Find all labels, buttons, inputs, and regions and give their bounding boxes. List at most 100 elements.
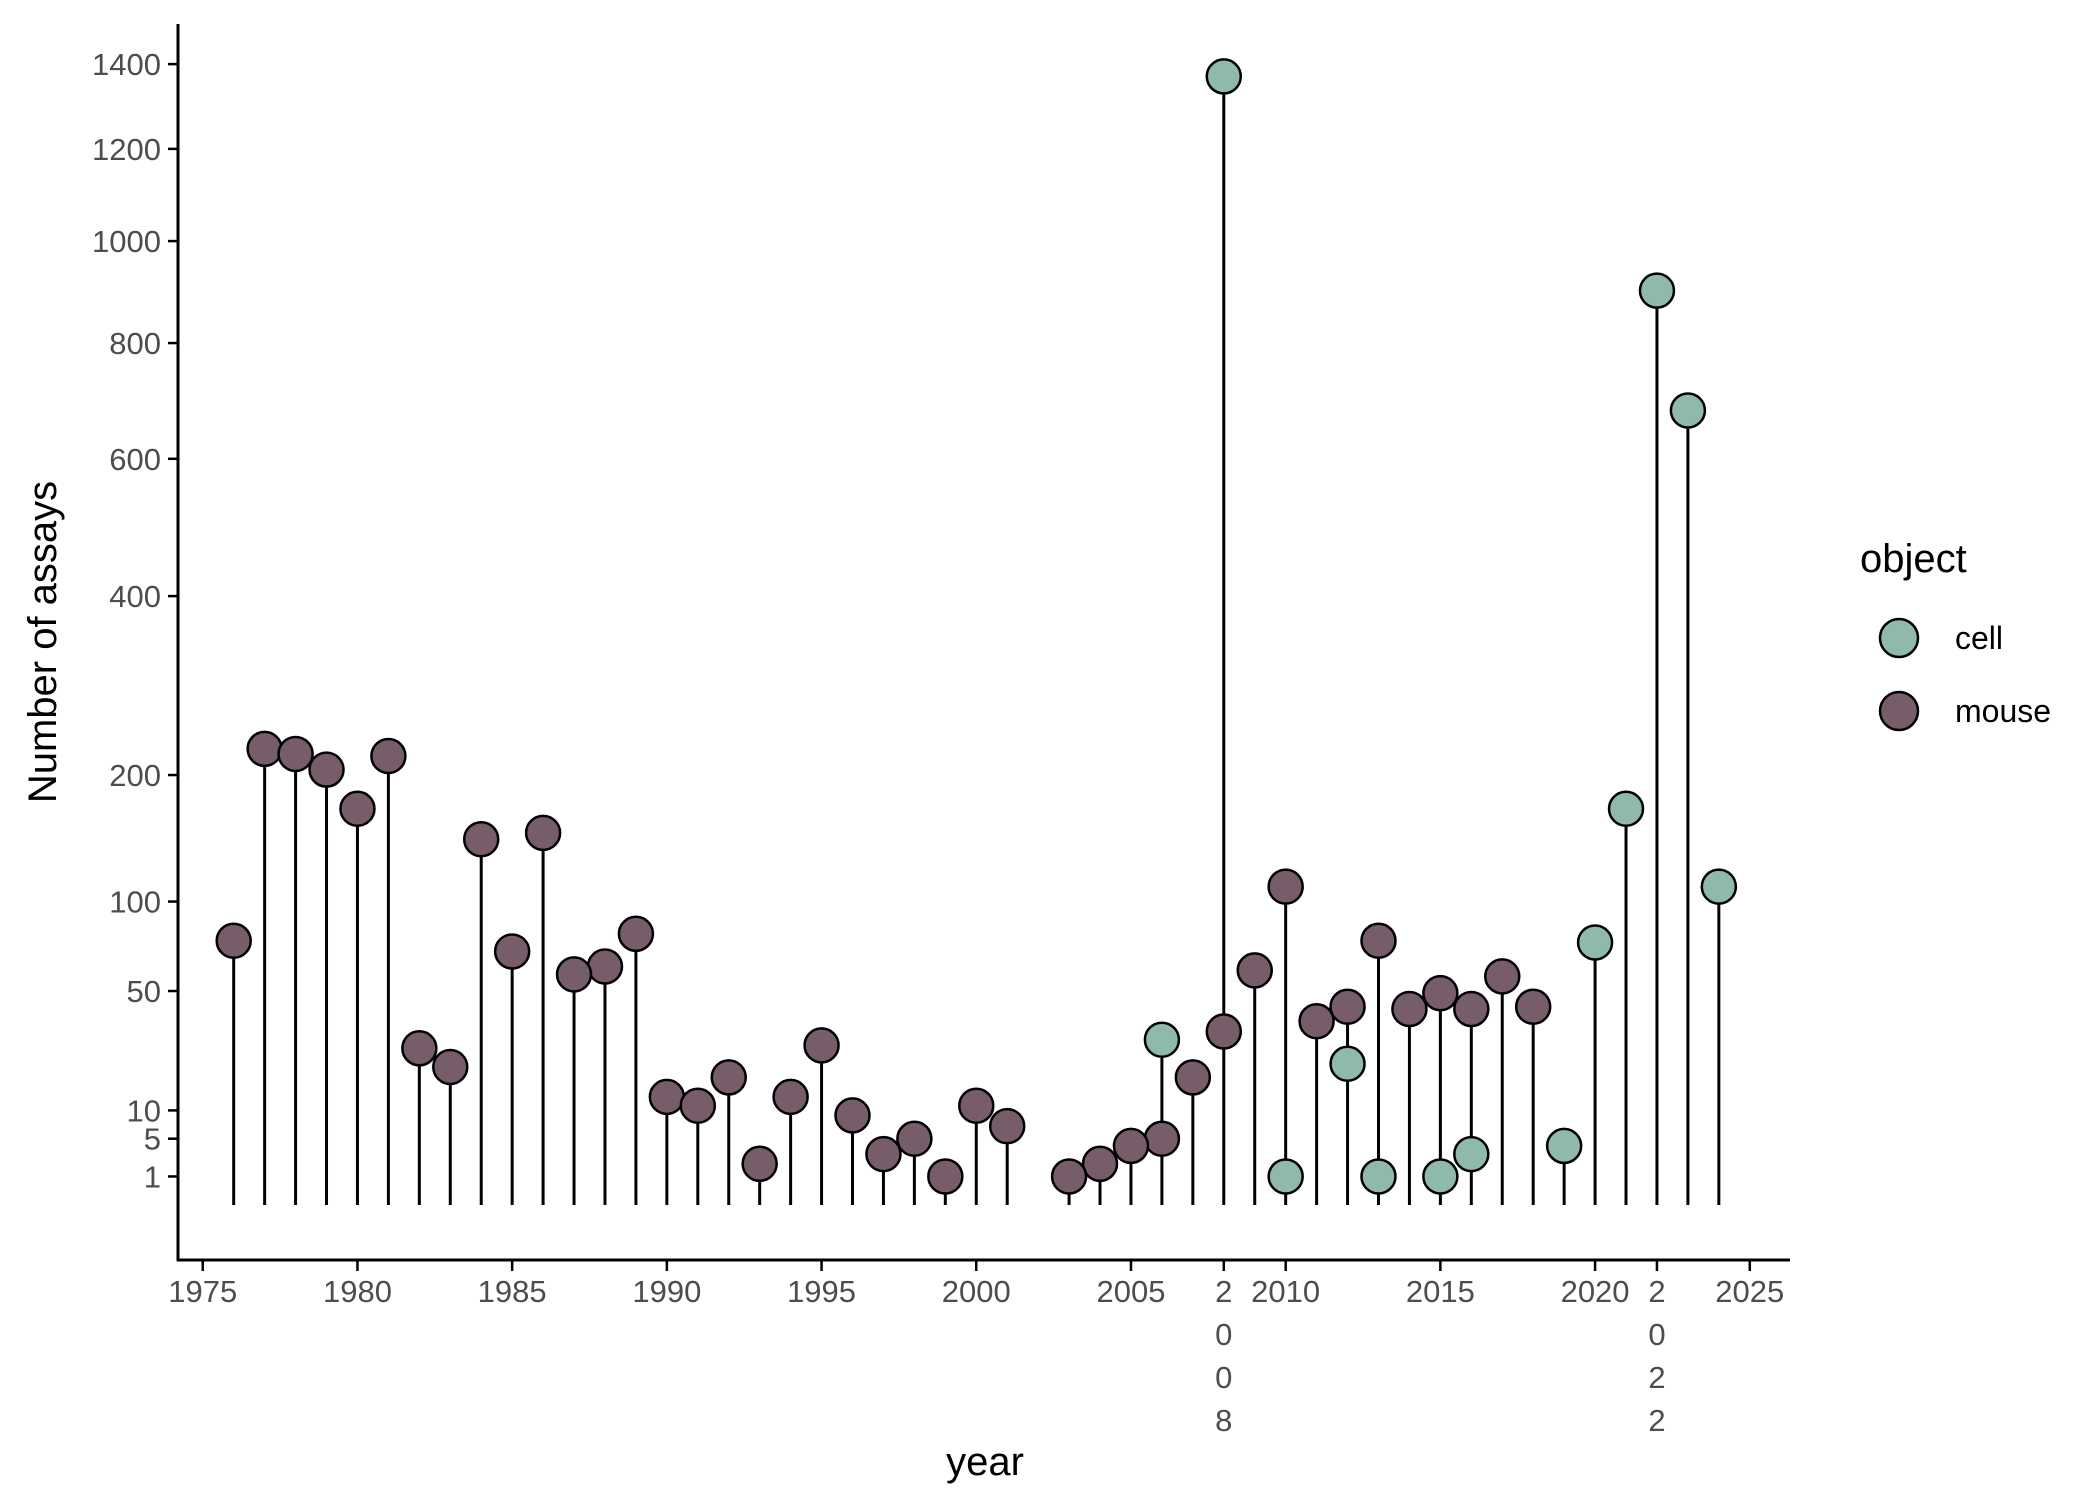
x-tick-label: 2015: [1406, 1274, 1475, 1309]
y-tick-label: 1200: [92, 132, 161, 167]
x-tick-label-vertical-char: 2: [1215, 1274, 1232, 1309]
legend: object cell mouse: [1860, 537, 2051, 732]
point-mouse-1999: [927, 1158, 964, 1195]
x-tick-label-vertical-char: 2: [1648, 1360, 1665, 1395]
point-cell-2024: [1700, 868, 1738, 905]
point-mouse-2015: [1422, 974, 1459, 1012]
point-mouse-2009: [1236, 952, 1273, 989]
point-mouse-1998: [896, 1120, 933, 1157]
x-tick-label: 2000: [942, 1274, 1011, 1309]
point-mouse-2006: [1143, 1120, 1181, 1157]
point-mouse-1977: [246, 730, 283, 768]
point-mouse-1980: [339, 790, 376, 827]
x-tick-label: 1990: [632, 1274, 701, 1309]
point-cell-2023: [1669, 392, 1707, 429]
point-cell-2020: [1576, 924, 1614, 961]
x-tick-label-vertical-char: 2: [1648, 1403, 1665, 1438]
point-mouse-2017: [1484, 958, 1521, 995]
x-tick-label: 2010: [1251, 1274, 1320, 1309]
point-mouse-1983: [432, 1048, 469, 1086]
x-tick-label-vertical-char: 0: [1648, 1317, 1665, 1352]
point-mouse-2007: [1174, 1059, 1212, 1096]
point-mouse-1984: [462, 820, 500, 858]
y-tick-label: 800: [109, 326, 161, 361]
point-mouse-1976: [215, 922, 252, 959]
axes-layer: [176, 24, 1790, 1262]
x-tick-label-vertical-char: 0: [1215, 1360, 1232, 1395]
point-cell-2013: [1360, 1158, 1397, 1195]
y-tick-label: 1400: [92, 47, 161, 82]
point-mouse-2004: [1081, 1145, 1119, 1183]
point-mouse-1985: [493, 933, 531, 970]
point-mouse-2012: [1329, 988, 1366, 1025]
point-mouse-2016: [1453, 990, 1490, 1028]
x-tick-label: 1975: [168, 1274, 237, 1309]
point-mouse-1982: [401, 1030, 438, 1067]
legend-key-cell: [1878, 617, 1920, 659]
point-cell-2006: [1143, 1021, 1181, 1058]
y-axis-title: Number of assays: [21, 481, 65, 803]
point-mouse-1995: [803, 1027, 840, 1064]
point-mouse-1993: [741, 1145, 778, 1183]
point-mouse-2001: [988, 1107, 1026, 1145]
y-tick-label: 1000: [92, 224, 161, 259]
point-cell-2016: [1453, 1135, 1490, 1173]
y-tick-label: 5: [144, 1122, 161, 1157]
point-mouse-1991: [679, 1087, 717, 1124]
point-cell-2019: [1545, 1127, 1583, 1165]
legend-title: object: [1860, 537, 1967, 581]
point-cell-2012: [1329, 1045, 1366, 1082]
x-tick-label: 1980: [323, 1274, 392, 1309]
point-mouse-2010: [1267, 868, 1304, 905]
point-mouse-1986: [524, 814, 562, 852]
point-mouse-1990: [648, 1078, 686, 1116]
x-tick-label: 2005: [1096, 1274, 1165, 1309]
point-mouse-2014: [1391, 990, 1428, 1028]
x-ticks: 1975 1980 1985 1990 1995 2000 2005 2 0 0 8 2010 2015…: [168, 1260, 1784, 1438]
point-mouse-2013: [1360, 922, 1397, 959]
y-tick-label: 400: [109, 579, 161, 614]
y-tick-label: 1: [144, 1159, 161, 1194]
x-tick-label-vertical-char: 8: [1215, 1403, 1232, 1438]
point-mouse-1996: [834, 1097, 871, 1134]
point-mouse-1978: [277, 735, 314, 773]
point-mouse-1989: [617, 915, 655, 953]
point-mouse-1997: [865, 1135, 902, 1173]
point-mouse-2000: [958, 1087, 995, 1124]
x-tick-label-vertical-char: 2: [1648, 1274, 1665, 1309]
point-mouse-1979: [308, 751, 345, 788]
point-cell-2022: [1638, 272, 1676, 309]
y-tick-label: 10: [127, 1093, 161, 1128]
stems-layer: [232, 76, 1721, 1205]
point-cell-2008: [1205, 58, 1243, 95]
points-layer: [215, 58, 1738, 1195]
y-tick-label: 200: [109, 758, 161, 793]
x-tick-label: 2020: [1561, 1274, 1630, 1309]
legend-label-cell: cell: [1955, 620, 2003, 656]
y-tick-label: 50: [127, 974, 161, 1009]
point-mouse-1992: [710, 1059, 747, 1096]
point-mouse-2018: [1514, 988, 1552, 1025]
x-axis-title: year: [946, 1440, 1024, 1484]
point-cell-2021: [1607, 790, 1645, 827]
legend-label-mouse: mouse: [1955, 693, 2051, 729]
y-tick-label: 100: [109, 885, 161, 920]
point-mouse-1994: [772, 1078, 809, 1116]
point-mouse-1988: [586, 948, 624, 985]
x-tick-label: 1985: [478, 1274, 547, 1309]
y-tick-label: 600: [109, 442, 161, 477]
point-mouse-2003: [1050, 1158, 1088, 1195]
point-mouse-1987: [555, 956, 593, 993]
point-cell-2010: [1267, 1158, 1304, 1195]
point-cell-2015: [1422, 1158, 1459, 1195]
legend-key-mouse: [1878, 690, 1920, 732]
point-mouse-1981: [370, 737, 407, 775]
x-tick-label: 2025: [1715, 1274, 1784, 1309]
x-tick-label-vertical-char: 0: [1215, 1317, 1232, 1352]
point-mouse-2008: [1205, 1013, 1243, 1050]
point-mouse-2005: [1112, 1127, 1150, 1165]
x-tick-label: 1995: [787, 1274, 856, 1309]
point-mouse-2011: [1298, 1002, 1335, 1040]
